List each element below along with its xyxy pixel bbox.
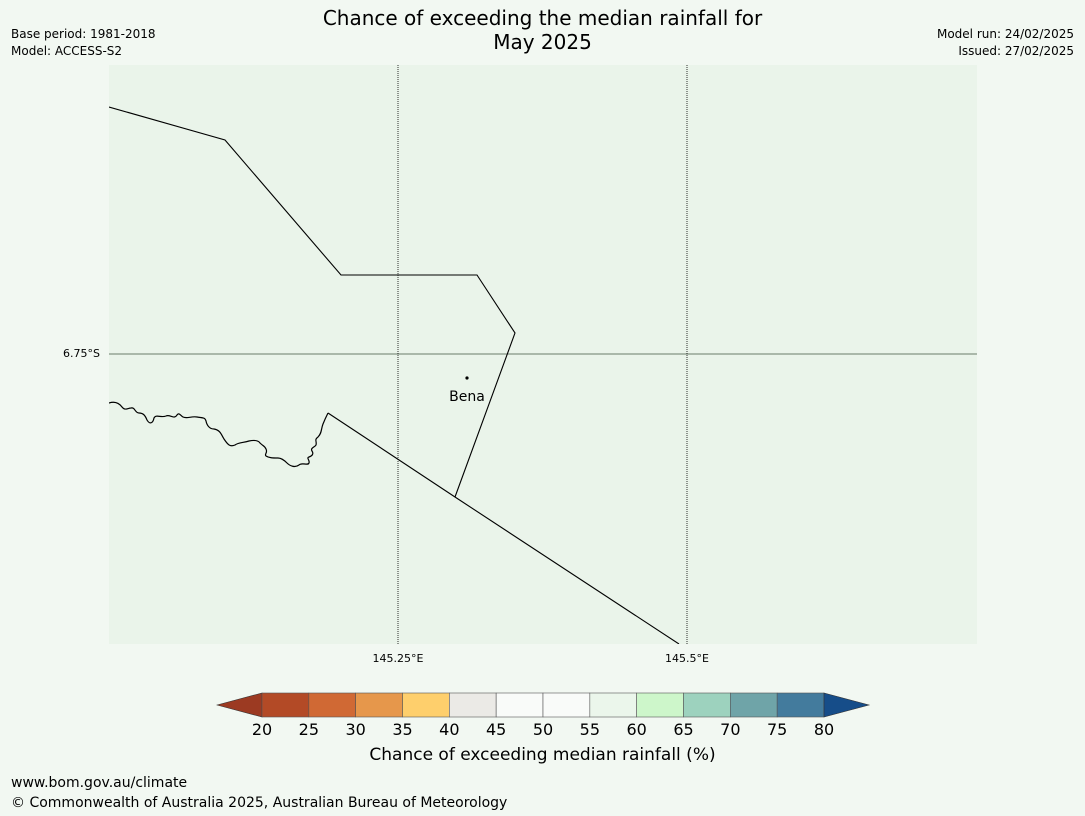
colorbar-tick-label: 75	[766, 720, 788, 739]
province-boundary-north	[109, 106, 516, 498]
colorbar-tick-label: 80	[813, 720, 835, 739]
map-title: Chance of exceeding the median rainfall …	[0, 6, 1085, 54]
colorbar-tick-label: 45	[485, 720, 507, 739]
colorbar-box	[495, 692, 544, 718]
province-boundary-south	[327, 412, 680, 644]
colorbar-tick-label: 40	[439, 720, 460, 739]
title-line-1: Chance of exceeding the median rainfall …	[322, 6, 763, 30]
colorbar-box	[636, 692, 684, 718]
colorbar-tick-label: 50	[532, 720, 554, 739]
colorbar-box	[589, 692, 637, 718]
colorbar-box	[261, 692, 310, 718]
colorbar-tick-label: 35	[392, 720, 413, 739]
colorbar-box	[449, 692, 497, 718]
colorbar-ticks: 20 25 30 35 40 45 50 55 60 65 70 75 80	[0, 720, 1085, 740]
colorbar-tick-label: 30	[345, 720, 366, 739]
colorbar-box	[308, 692, 356, 718]
model-run: Model run: 24/02/2025	[936, 27, 1074, 41]
colorbar-box	[355, 692, 403, 718]
issued-date: Issued: 27/02/2025	[958, 44, 1074, 58]
colorbar-boxes	[261, 692, 825, 718]
colorbar-low-extend	[216, 692, 263, 718]
colorbar-tick-label: 25	[298, 720, 320, 739]
meta-left: Base period: 1981-2018 Model: ACCESS-S2	[11, 26, 156, 60]
town-label: Bena	[449, 389, 485, 405]
colorbar-tick-label: 70	[720, 720, 741, 739]
colorbar-tick-label: 65	[673, 720, 694, 739]
map-panel[interactable]: Bena	[109, 65, 977, 644]
colorbar-box	[730, 692, 778, 718]
colorbar-box	[542, 692, 591, 718]
town-marker[interactable]	[465, 376, 469, 380]
colorbar-high-extend	[823, 692, 871, 718]
model-name: Model: ACCESS-S2	[11, 44, 123, 58]
lon-label-2: 145.5°E	[665, 652, 709, 665]
title-line-2: May 2025	[493, 30, 592, 54]
colorbar	[216, 692, 871, 718]
colorbar-tick-label: 20	[251, 720, 273, 739]
colorbar-tick-label: 55	[579, 720, 601, 739]
colorbar-label: Chance of exceeding median rainfall (%)	[369, 745, 716, 765]
colorbar-box	[776, 692, 825, 718]
base-period: Base period: 1981-2018	[11, 27, 156, 41]
colorbar-tick-label: 60	[626, 720, 647, 739]
river-line	[109, 401, 329, 468]
colorbar-box	[683, 692, 731, 718]
footer-copyright: © Commonwealth of Australia 2025, Austra…	[11, 795, 508, 811]
footer-url[interactable]: www.bom.gov.au/climate	[11, 775, 188, 791]
meta-right: Model run: 24/02/2025 Issued: 27/02/2025	[937, 26, 1074, 60]
colorbar-box	[402, 692, 450, 718]
lat-label: 6.75°S	[63, 347, 100, 360]
lon-label-1: 145.25°E	[372, 652, 424, 665]
